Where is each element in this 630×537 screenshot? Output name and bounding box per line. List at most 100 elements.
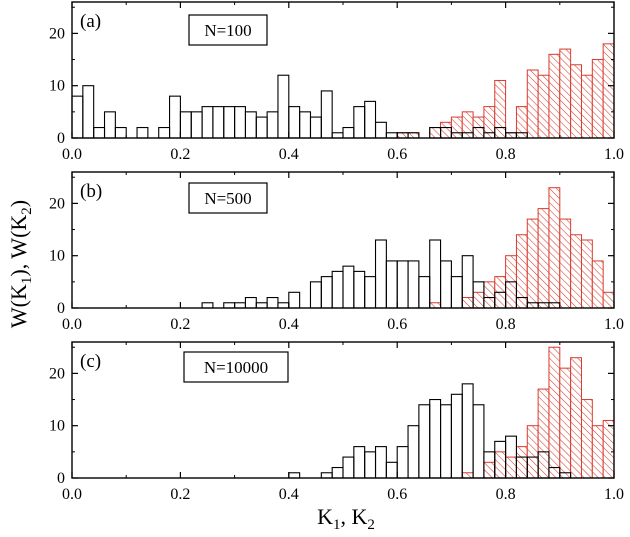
panel-a-k2-bar	[494, 79, 507, 139]
panel-a-k1-bar	[255, 116, 268, 139]
panel-c-k1-bar	[407, 425, 420, 479]
panel-b-k1-bar	[418, 276, 431, 309]
panel-c-k1-bar	[342, 456, 355, 479]
panel-a-n-box	[188, 14, 268, 46]
panel-b-k2-bar	[580, 239, 593, 309]
panel-a-k1-bar	[364, 100, 377, 139]
panel-b-y-tick-label: 20	[49, 195, 65, 212]
panel-c-k1-bar	[288, 472, 301, 479]
x-axis-title: K1, K2	[317, 504, 375, 533]
panel-a-k1-bar	[169, 95, 181, 139]
panel-b-k1-bar	[364, 276, 377, 309]
panel-a-k1-bar	[309, 116, 322, 139]
panel-c-y-tick-label: 0	[57, 470, 65, 487]
panel-b-k1-bar	[201, 302, 214, 309]
panel-a-k2-bar	[537, 74, 550, 139]
panel-c-ticks: 0.0 0.2 0.4 0.6 0.8 1.0 0 10 20	[49, 342, 624, 503]
panel-a-k1-bar	[299, 111, 312, 139]
panel-a-k1-bar	[71, 95, 84, 139]
panel-c-k1-bar	[450, 393, 463, 479]
panel-b-n-label: N=500	[204, 189, 251, 208]
panel-b-k2-bar	[526, 218, 539, 309]
panel-c-k2-bar	[515, 446, 528, 479]
panel-a-k2-bar	[559, 48, 572, 139]
panel-a-k2-bar	[570, 64, 582, 139]
panel-b-k2-bar	[559, 218, 572, 309]
panel-b-k1-bar	[320, 276, 333, 309]
panel-a-x-tick-label: 1.0	[604, 146, 624, 163]
panel-c-k1-bar	[320, 472, 333, 479]
panel-c-x-tick-label: 0.0	[62, 486, 82, 503]
panel-b-k1-bar	[309, 281, 322, 309]
panel-c-k1-bar	[331, 466, 344, 479]
panel-c-k2-bar	[505, 456, 517, 479]
panel-a-bars	[71, 43, 615, 139]
panel-a-k2-bar	[429, 127, 442, 139]
panel-a: 0.0 0.2 0.4 0.6 0.8 1.0 0 10 20 (a) N=100	[49, 1, 624, 163]
panel-b-k1-bar	[288, 291, 301, 309]
panel-c-k1-bar	[418, 404, 431, 479]
panel-b-k1-bar	[342, 265, 355, 309]
panel-b-k1-bar	[396, 260, 409, 309]
panel-a-k1-bar	[212, 106, 225, 139]
panel-a-k2-bar	[396, 132, 409, 139]
panel-a-k2-bar	[461, 111, 474, 139]
panel-c-k1-bar	[429, 398, 442, 479]
panel-c-letter: (c)	[80, 351, 101, 372]
panel-b-k2-bar	[472, 291, 485, 309]
panel-b-k1-bar	[429, 239, 442, 309]
panel-b-k1-bar	[223, 302, 236, 309]
panel-a-x-tick-label: 0.8	[496, 146, 516, 163]
panel-c-x-tick-label: 0.8	[496, 486, 516, 503]
panel-a-k2-bar	[602, 43, 615, 139]
panel-a-y-tick-label: 20	[49, 25, 65, 42]
panel-a-k1-bar	[234, 106, 246, 139]
panel-a-k1-bar	[114, 126, 127, 139]
panel-c-k2-bar	[602, 419, 615, 479]
panel-a-k2-bar	[407, 132, 420, 139]
panel-a-n-label: N=100	[204, 21, 251, 40]
panel-c-k1-bar	[472, 404, 485, 479]
panel-b-x-tick-label: 0.2	[170, 316, 190, 333]
panel-a-x-tick-label: 0.2	[170, 146, 190, 163]
panel-b-k1-bar	[353, 270, 366, 309]
panel-c-k1-bar	[364, 451, 377, 479]
panel-b-x-tick-label: 0.6	[387, 316, 407, 333]
panel-c-k2-bar	[591, 425, 604, 479]
panel-c-k1-bar	[374, 446, 387, 479]
panel-a-k1-bar	[201, 106, 214, 139]
panel-c-n-label: N=10000	[204, 358, 268, 377]
panel-b-k1-bar	[277, 302, 290, 309]
panel-b-k1-bar	[385, 260, 398, 309]
panel-a-k1-bar	[179, 111, 192, 139]
panel-b-k2-bar	[602, 291, 615, 309]
panel-a-k1-bar	[342, 126, 355, 139]
panel-b-k2-bar	[570, 234, 582, 309]
panel-b-ticks: 0.0 0.2 0.4 0.6 0.8 1.0 0 10 20	[49, 172, 624, 333]
panel-c-y-tick-label: 20	[49, 365, 65, 382]
panel-a-k2-bar	[591, 59, 604, 139]
panel-a-k2-bar	[548, 53, 561, 139]
panel-a-k1-bar	[331, 132, 344, 139]
panel-b-k1-bar	[440, 260, 452, 309]
panel-c-y-tick-label: 10	[49, 418, 65, 435]
panel-a-k2-bar	[580, 74, 593, 139]
panel-a-k1-bar	[374, 121, 387, 139]
panel-b-k1-bar	[234, 302, 246, 309]
panel-c-k2-bar	[570, 357, 582, 479]
panel-a-k1-bar	[93, 126, 106, 139]
panel-b-x-tick-label: 0.0	[62, 316, 82, 333]
panel-b-k2-bar	[591, 260, 604, 309]
panel-b-k2-bar	[429, 302, 442, 309]
panel-c-x-tick-label: 0.2	[170, 486, 190, 503]
panel-c-k1-bar	[440, 404, 452, 479]
panel-c-k2-bar	[559, 367, 572, 479]
panel-c-k2-bar	[580, 399, 593, 479]
panel-b-k1-bar	[331, 270, 344, 309]
panel-a-k2-bar	[505, 132, 517, 139]
panel-b-k2-bar	[461, 297, 474, 309]
panel-a-k2-bar	[440, 121, 452, 139]
panel-c-k2-bar	[548, 346, 561, 479]
panel-c-n-box	[183, 351, 289, 383]
